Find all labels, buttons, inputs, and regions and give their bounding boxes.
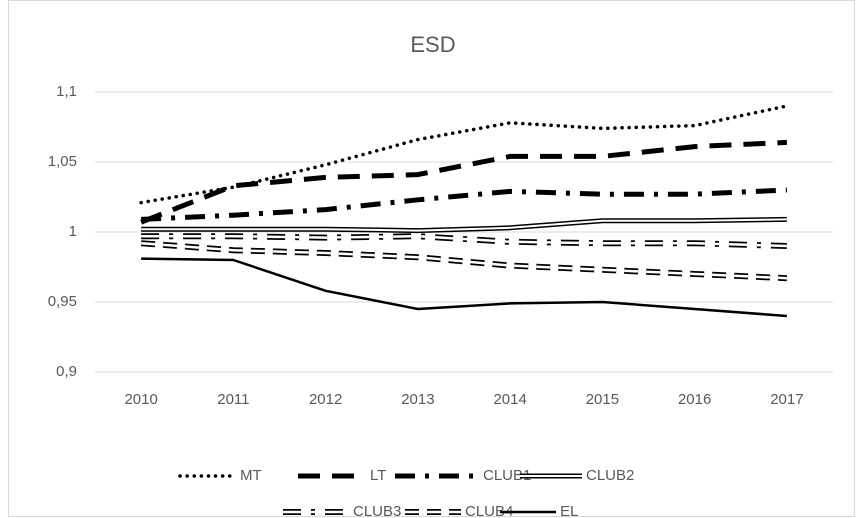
- y-tick-label: 1,05: [48, 153, 77, 170]
- x-tick-label: 2010: [124, 391, 157, 408]
- legend-label: EL: [560, 503, 578, 518]
- x-tick-label: 2014: [493, 391, 526, 408]
- legend-label: CLUB1: [483, 467, 531, 484]
- x-tick-label: 2013: [401, 391, 434, 408]
- legend-label: CLUB3: [353, 503, 401, 518]
- x-tick-label: 2016: [678, 391, 711, 408]
- series-line: [139, 104, 789, 205]
- series-line: [141, 234, 787, 248]
- y-tick-label: 1: [69, 223, 77, 240]
- series-line: [141, 218, 787, 232]
- legend-label: CLUB4: [465, 503, 513, 518]
- y-tick-label: 1,1: [56, 83, 77, 100]
- x-tick-label: 2011: [217, 391, 249, 408]
- y-tick-label: 0,95: [48, 293, 77, 310]
- series-line: [141, 257, 787, 318]
- y-tick-label: 0,9: [56, 363, 77, 380]
- chart-title: ESD: [410, 32, 455, 57]
- series-line: [140, 139, 787, 225]
- legend-label: LT: [370, 467, 386, 484]
- x-tick-label: 2017: [770, 391, 803, 408]
- series-line: [141, 241, 787, 280]
- legend-label: CLUB2: [586, 467, 634, 484]
- series-line: [141, 187, 787, 222]
- x-tick-label: 2015: [586, 391, 619, 408]
- x-tick-label: 2012: [309, 391, 342, 408]
- legend-label: MT: [240, 467, 262, 484]
